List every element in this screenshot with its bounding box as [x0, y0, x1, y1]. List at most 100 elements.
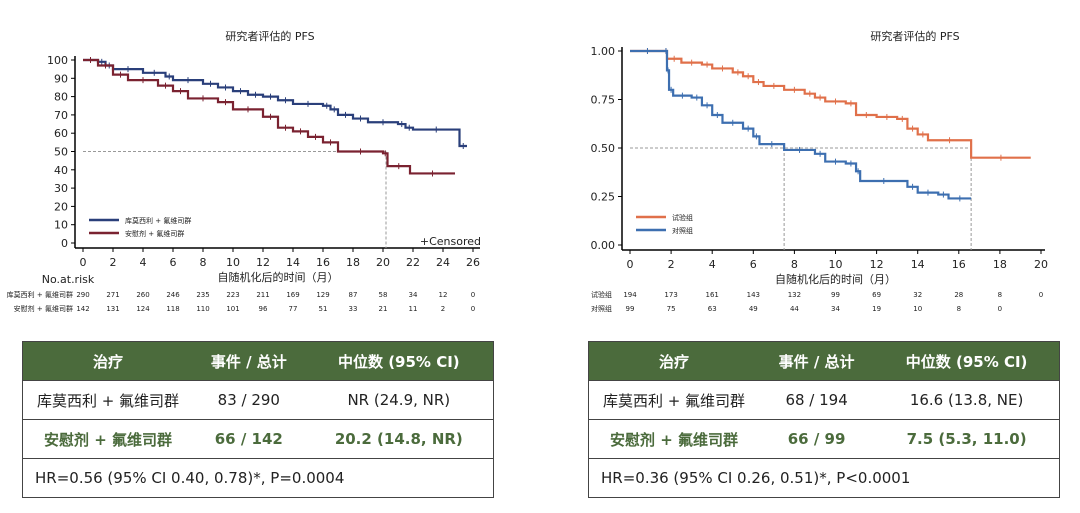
legend-label: 安慰剂 + 氟维司群	[125, 229, 184, 238]
y-tick-label: 80	[54, 91, 68, 104]
y-tick-label: 40	[54, 164, 68, 177]
risk-value: 0	[471, 305, 475, 313]
x-tick-label: 4	[709, 258, 716, 271]
x-tick-label: 12	[256, 256, 270, 269]
risk-value: 129	[316, 291, 329, 299]
risk-value: 8	[957, 305, 961, 313]
risk-value: 246	[166, 291, 180, 299]
y-tick-label: 10	[54, 219, 68, 232]
cell: 66 / 99	[759, 419, 875, 459]
risk-value: 169	[286, 291, 299, 299]
x-axis-label: 自随机化后的时间（月）	[218, 270, 339, 284]
y-tick-label: 0.00	[591, 239, 616, 252]
risk-value: 51	[319, 305, 328, 313]
risk-row-label: 试验组	[591, 290, 612, 299]
y-tick-label: 0	[61, 237, 68, 250]
risk-value: 118	[166, 305, 179, 313]
risk-value: 11	[409, 305, 418, 313]
x-tick-label: 16	[316, 256, 330, 269]
x-tick-label: 6	[170, 256, 177, 269]
risk-value: 0	[471, 291, 475, 299]
cell: 83 / 290	[193, 380, 305, 420]
y-tick-label: 90	[54, 72, 68, 85]
risk-value: 131	[106, 305, 119, 313]
risk-value: 2	[441, 305, 445, 313]
x-tick-label: 18	[346, 256, 360, 269]
col-header: 治疗	[22, 341, 193, 381]
risk-value: 75	[667, 305, 676, 313]
results-table-left: 治疗 事件 / 总计 中位数 (95% CI) 库莫西利 + 氟维司群 83 / 29…	[22, 341, 494, 498]
y-tick-label: 0.25	[591, 191, 616, 204]
risk-value: 223	[226, 291, 239, 299]
x-tick-label: 12	[870, 258, 884, 271]
risk-value: 235	[196, 291, 209, 299]
risk-value: 10	[913, 305, 922, 313]
risk-value: 19	[872, 305, 881, 313]
y-tick-label: 50	[54, 146, 68, 159]
risk-value: 87	[349, 291, 358, 299]
risk-value: 211	[256, 291, 269, 299]
cell: 7.5 (5.3, 11.0)	[874, 419, 1060, 459]
col-header: 中位数 (95% CI)	[304, 341, 494, 381]
hr-footer: HR=0.36 (95% CI 0.26, 0.51)*, P<0.0001	[588, 458, 1060, 498]
risk-value: 58	[379, 291, 388, 299]
x-tick-label: 10	[226, 256, 240, 269]
cell: 20.2 (14.8, NR)	[304, 419, 494, 459]
risk-value: 69	[872, 291, 881, 299]
risk-value: 290	[76, 291, 89, 299]
risk-value: 77	[289, 305, 298, 313]
x-tick-label: 20	[376, 256, 390, 269]
risk-value: 161	[706, 291, 719, 299]
cell: 68 / 194	[759, 380, 875, 420]
y-tick-label: 70	[54, 109, 68, 122]
y-tick-label: 30	[54, 182, 68, 195]
risk-value: 101	[226, 305, 239, 313]
risk-value: 49	[749, 305, 758, 313]
cell: 库莫西利 + 氟维司群	[22, 380, 193, 420]
y-tick-label: 20	[54, 200, 68, 213]
risk-value: 96	[259, 305, 268, 313]
risk-row-label: 对照组	[591, 304, 612, 313]
hr-footer: HR=0.56 (95% CI 0.40, 0.78)*, P=0.0004	[22, 458, 494, 498]
risk-value: 32	[913, 291, 922, 299]
cell: 安慰剂 + 氟维司群	[22, 419, 193, 459]
cell: 库莫西利 + 氟维司群	[588, 380, 759, 420]
chart-title: 研究者评估的 PFS	[870, 29, 959, 43]
risk-value: 33	[349, 305, 358, 313]
x-tick-label: 20	[1034, 258, 1048, 271]
risk-value: 99	[626, 305, 635, 313]
km-curve-2	[83, 58, 455, 175]
col-header: 事件 / 总计	[759, 341, 875, 381]
risk-value: 99	[831, 291, 840, 299]
risk-value: 12	[439, 291, 448, 299]
cell: 66 / 142	[193, 419, 305, 459]
risk-value: 63	[708, 305, 717, 313]
cell: 安慰剂 + 氟维司群	[588, 419, 759, 459]
y-tick-label: 0.75	[591, 94, 616, 107]
x-tick-label: 4	[140, 256, 147, 269]
risk-value: 124	[136, 305, 150, 313]
x-tick-label: 2	[668, 258, 675, 271]
x-tick-label: 0	[627, 258, 634, 271]
risk-value: 132	[788, 291, 801, 299]
risk-value: 110	[196, 305, 209, 313]
x-tick-label: 8	[200, 256, 207, 269]
col-header: 治疗	[588, 341, 759, 381]
col-header: 中位数 (95% CI)	[874, 341, 1060, 381]
legend-label: 库莫西利 + 氟维司群	[125, 216, 191, 225]
risk-value: 0	[998, 305, 1002, 313]
y-tick-label: 100	[47, 54, 68, 67]
risk-value: 173	[664, 291, 677, 299]
cell: 16.6 (13.8, NE)	[874, 380, 1060, 420]
risk-value: 0	[1039, 291, 1043, 299]
x-tick-label: 6	[750, 258, 757, 271]
risk-value: 271	[106, 291, 119, 299]
x-tick-label: 26	[466, 256, 480, 269]
x-tick-label: 24	[436, 256, 450, 269]
risk-value: 44	[790, 305, 799, 313]
risk-value: 143	[747, 291, 760, 299]
risk-value: 34	[831, 305, 840, 313]
chart-title: 研究者评估的 PFS	[225, 29, 314, 43]
x-axis-label: 自随机化后的时间（月）	[775, 272, 896, 286]
